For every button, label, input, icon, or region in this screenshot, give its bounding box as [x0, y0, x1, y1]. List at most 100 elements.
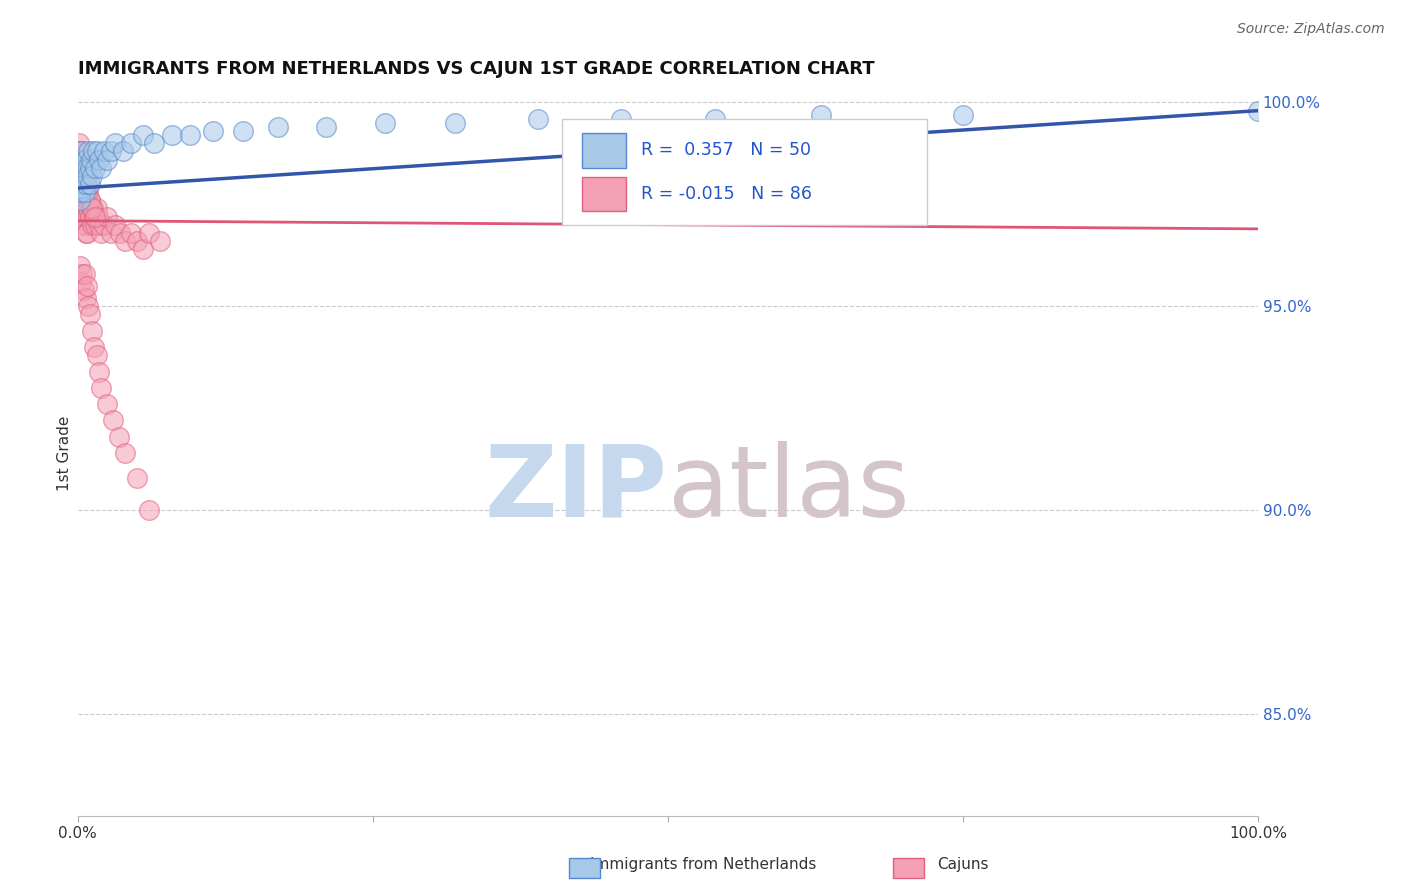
Point	[76, 185, 98, 199]
Point	[69, 177, 91, 191]
Point	[72, 161, 94, 175]
Point	[79, 308, 101, 322]
Point	[72, 177, 94, 191]
Point	[96, 397, 118, 411]
Point	[93, 145, 115, 159]
Point	[527, 112, 550, 126]
Point	[72, 153, 94, 167]
Point	[131, 128, 153, 142]
Point	[73, 202, 96, 216]
Point	[609, 112, 631, 126]
Point	[120, 136, 142, 151]
Point	[67, 185, 90, 199]
Point	[100, 145, 122, 159]
Point	[69, 161, 91, 175]
Point	[79, 194, 101, 208]
Point	[138, 226, 160, 240]
Point	[87, 153, 110, 167]
Point	[143, 136, 166, 151]
Point	[90, 226, 112, 240]
Point	[69, 259, 91, 273]
Point	[86, 202, 108, 216]
Point	[72, 185, 94, 199]
Point	[72, 161, 94, 175]
Point	[72, 177, 94, 191]
Point	[75, 177, 97, 191]
Point	[90, 381, 112, 395]
Point	[73, 267, 96, 281]
Point	[120, 226, 142, 240]
Point	[315, 120, 337, 134]
Point	[84, 161, 107, 175]
Point	[80, 202, 103, 216]
Point	[80, 202, 103, 216]
Point	[76, 226, 98, 240]
Point	[101, 413, 124, 427]
Point	[75, 226, 97, 240]
Point	[70, 177, 93, 191]
FancyBboxPatch shape	[561, 120, 928, 225]
Point	[138, 503, 160, 517]
Y-axis label: 1st Grade: 1st Grade	[58, 416, 72, 491]
Point	[70, 169, 93, 183]
Point	[67, 136, 90, 151]
Point	[77, 185, 100, 199]
Text: R =  0.357   N = 50: R = 0.357 N = 50	[641, 142, 811, 160]
Point	[72, 169, 94, 183]
Point	[125, 234, 148, 248]
Point	[952, 108, 974, 122]
Point	[67, 169, 90, 183]
Point	[93, 218, 115, 232]
Point	[75, 202, 97, 216]
Point	[69, 177, 91, 191]
Point	[110, 226, 132, 240]
Point	[125, 470, 148, 484]
Point	[77, 299, 100, 313]
Point	[114, 234, 136, 248]
Point	[72, 210, 94, 224]
Point	[70, 145, 93, 159]
Point	[79, 194, 101, 208]
Point	[77, 145, 100, 159]
Point	[69, 156, 91, 170]
Point	[72, 161, 94, 175]
Point	[80, 153, 103, 167]
Point	[104, 136, 127, 151]
Point	[73, 185, 96, 199]
Point	[72, 153, 94, 167]
Point	[810, 108, 832, 122]
Point	[83, 340, 105, 354]
Text: R = -0.015   N = 86: R = -0.015 N = 86	[641, 185, 811, 203]
Point	[70, 218, 93, 232]
Point	[87, 210, 110, 224]
Point	[79, 210, 101, 224]
Point	[374, 116, 396, 130]
Point	[72, 194, 94, 208]
Point	[79, 161, 101, 175]
Point	[114, 446, 136, 460]
Point	[67, 185, 90, 199]
Point	[70, 275, 93, 289]
Point	[87, 218, 110, 232]
Point	[73, 169, 96, 183]
Point	[75, 185, 97, 199]
Point	[1247, 103, 1270, 118]
Point	[96, 210, 118, 224]
Point	[67, 169, 90, 183]
Point	[72, 202, 94, 216]
Text: Cajuns: Cajuns	[938, 857, 988, 872]
Point	[69, 210, 91, 224]
Text: Immigrants from Netherlands: Immigrants from Netherlands	[589, 857, 817, 872]
Point	[72, 169, 94, 183]
Point	[67, 197, 90, 211]
Point	[76, 169, 98, 183]
Text: Source: ZipAtlas.com: Source: ZipAtlas.com	[1237, 22, 1385, 37]
Point	[67, 145, 90, 159]
Point	[232, 124, 254, 138]
Point	[72, 267, 94, 281]
Point	[100, 226, 122, 240]
Point	[75, 291, 97, 305]
Text: atlas: atlas	[668, 441, 910, 538]
Text: ZIP: ZIP	[485, 441, 668, 538]
Point	[87, 365, 110, 379]
